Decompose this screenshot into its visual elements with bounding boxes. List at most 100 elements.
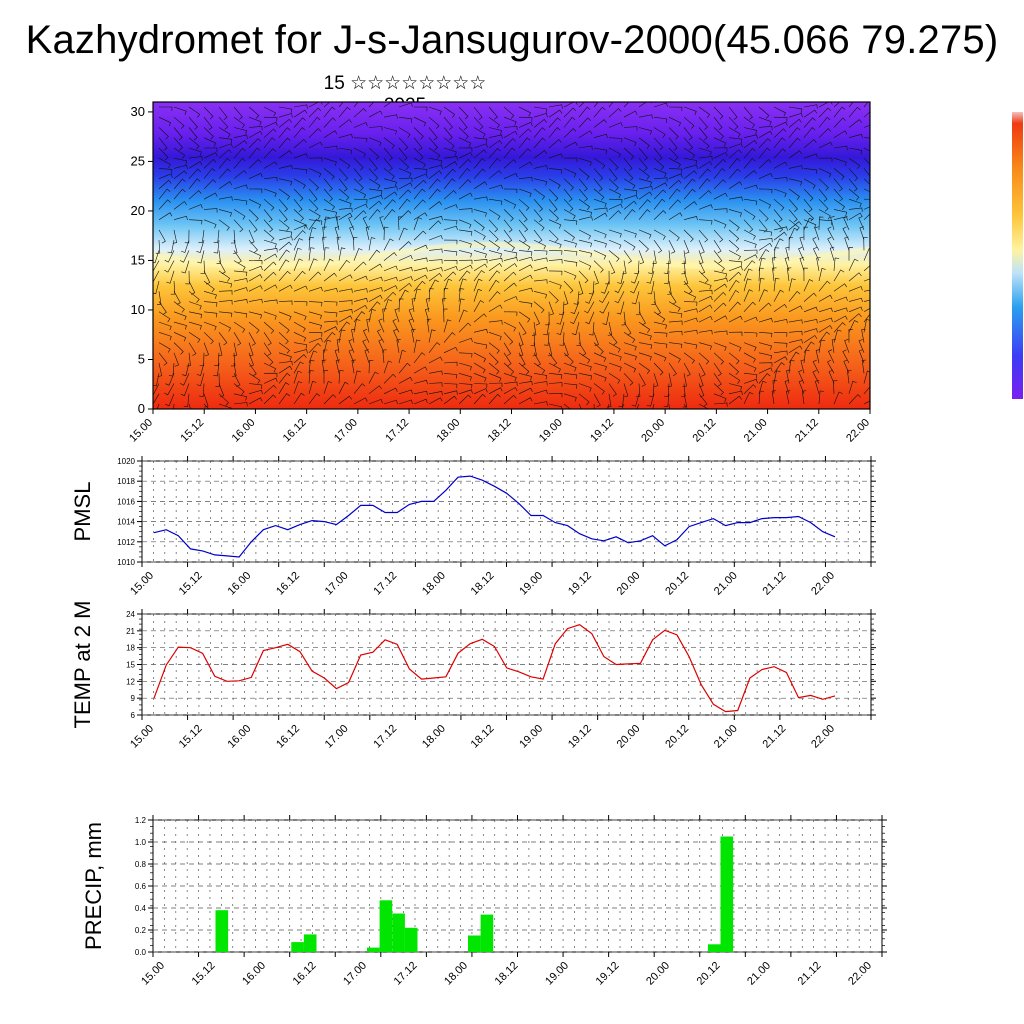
wind-barb (263, 209, 273, 223)
wind-barb (772, 267, 777, 282)
wind-barb (578, 178, 588, 192)
wind-barb (158, 127, 169, 140)
wind-barb (578, 373, 593, 380)
wind-barb (653, 210, 667, 220)
wind-barb (263, 219, 274, 233)
wind-barb (548, 382, 563, 387)
wind-barb (413, 379, 428, 385)
wind-barb (788, 345, 803, 354)
y-tick-label: 9 (131, 694, 136, 703)
wind-barb (833, 269, 845, 282)
wind-barb (563, 219, 578, 225)
wind-barb (818, 268, 826, 282)
wind-barb (668, 188, 681, 200)
wind-barb (827, 236, 835, 251)
wind-barb (803, 341, 815, 353)
wind-barb (458, 192, 473, 200)
wind-barb (218, 106, 228, 120)
wind-barb (293, 127, 306, 138)
wind-barb (278, 118, 292, 128)
wind-barb (698, 295, 713, 302)
wind-barb (488, 184, 503, 190)
wind-barb (818, 317, 833, 323)
wind-barb (383, 399, 398, 405)
wind-barb (278, 137, 291, 149)
x-tick-label: 19.00 (543, 960, 571, 988)
wind-barb (428, 356, 443, 364)
wind-barb (608, 260, 616, 275)
x-tick-labels: 15.00 15.12 16.00 16.12 17.00 17.12 18.00 18.12… (128, 570, 837, 598)
wind-barb (518, 209, 528, 223)
wind-barb (203, 219, 217, 229)
wind-barb (173, 157, 188, 165)
wind-barb (803, 318, 818, 324)
wind-barb (488, 320, 503, 325)
wind-barb (364, 349, 370, 364)
wind-barb (683, 216, 698, 221)
wind-barb (218, 270, 231, 282)
x-tick-label: 18.00 (420, 723, 448, 751)
wind-barb (308, 141, 323, 149)
x-tick-label: 18.00 (442, 960, 470, 988)
wind-barb (293, 332, 307, 342)
wind-barb (353, 297, 368, 303)
wind-barb (833, 157, 847, 166)
wind-barb (323, 339, 332, 353)
wind-barb (263, 176, 278, 182)
wind-barb (488, 250, 502, 258)
wind-barb (398, 276, 413, 282)
wind-barb (248, 198, 262, 209)
wind-barb (608, 188, 622, 199)
wind-barb (608, 383, 617, 397)
wind-barb (323, 331, 336, 343)
wind-barb (366, 318, 371, 333)
wind-barb (322, 236, 327, 251)
wind-barb (728, 289, 740, 302)
wind-barb (593, 270, 599, 285)
wind-barb (833, 188, 843, 202)
wind-barb (503, 229, 513, 243)
wind-barb (263, 311, 277, 320)
wind-barb (848, 247, 854, 261)
wind-barb (593, 373, 607, 382)
wind-barb (488, 134, 503, 139)
wind-barb (713, 270, 728, 278)
wind-barb (653, 362, 664, 376)
x-tick-label: 16.00 (225, 723, 253, 751)
wind-barb (263, 299, 278, 304)
wind-barb (353, 210, 367, 220)
wind-barb (518, 387, 533, 395)
wind-barb (503, 387, 518, 395)
wind-barb (563, 157, 578, 162)
wind-barb (713, 291, 727, 302)
wind-barb (293, 188, 304, 202)
wind-barb (758, 289, 768, 302)
wind-barb (428, 391, 443, 396)
wind-barb (185, 270, 190, 285)
wind-barb (293, 311, 307, 321)
x-tick-label: 16.12 (274, 723, 302, 751)
wind-barb (488, 219, 499, 233)
wind-barb (812, 370, 820, 384)
wind-barb (758, 302, 772, 313)
wind-barb (263, 248, 278, 253)
x-tick-label: 20.12 (695, 960, 723, 988)
y-tick-label: 15 (126, 661, 135, 670)
wind-barb (203, 158, 217, 169)
wind-barb (713, 393, 727, 403)
wind-barb (200, 260, 205, 274)
wind-barb (488, 127, 502, 135)
wind-barb (713, 277, 728, 283)
wind-barb (188, 161, 203, 169)
wind-barb (788, 227, 799, 241)
x-tick-labels: 15.00 15.12 16.00 16.12 17.00 17.12 18.00 18.12… (128, 723, 837, 751)
wind-barb (533, 219, 545, 231)
wind-barb (771, 257, 777, 271)
wind-barb (798, 369, 805, 384)
wind-barb (473, 362, 486, 374)
wind-barb (548, 199, 558, 212)
wind-barb (844, 339, 850, 353)
wind-barb (181, 260, 190, 274)
wind-barb (218, 280, 233, 288)
wind-barb (788, 360, 795, 374)
